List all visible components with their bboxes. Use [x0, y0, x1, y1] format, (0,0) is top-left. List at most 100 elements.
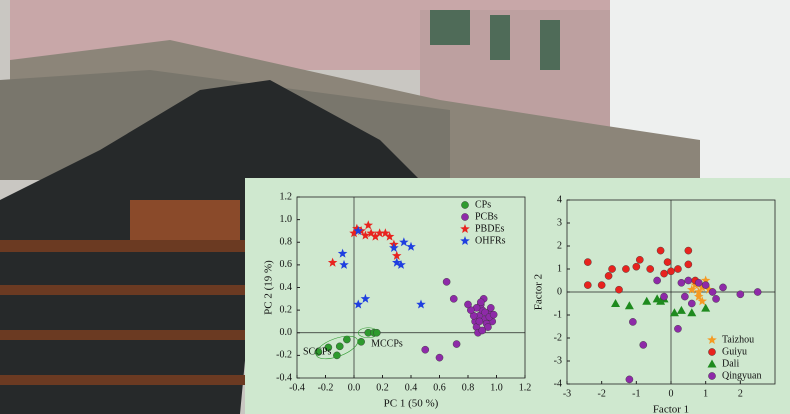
y-tick-label: 0.4	[280, 282, 293, 293]
point	[685, 277, 692, 284]
legend-label: Guiyu	[722, 346, 747, 357]
legend-label: PCBs	[475, 211, 498, 222]
x-tick-label: 0.8	[462, 382, 475, 393]
x-axis-label: Factor 1	[653, 404, 689, 414]
y-tick-label: 4	[557, 194, 562, 205]
point	[358, 338, 365, 345]
point	[598, 282, 605, 289]
point	[657, 247, 664, 254]
legend-label: OHFRs	[475, 235, 506, 246]
point	[640, 341, 647, 348]
point	[695, 279, 702, 286]
y-tick-label: -1	[554, 309, 562, 320]
y-tick-label: -3	[554, 355, 562, 366]
x-tick-label: 0.4	[405, 382, 418, 393]
point	[667, 268, 674, 275]
point	[584, 259, 591, 266]
point	[629, 318, 636, 325]
point	[709, 288, 716, 295]
point	[681, 293, 688, 300]
x-tick-label: 0	[669, 388, 674, 399]
annotation: SCCPs	[303, 346, 331, 357]
point	[479, 327, 486, 334]
x-tick-label: -2	[597, 388, 605, 399]
point	[674, 325, 681, 332]
y-tick-label: 0.0	[280, 327, 293, 338]
legend-label: Taizhou	[722, 334, 754, 345]
point	[719, 284, 726, 291]
x-tick-label: 0.6	[433, 382, 446, 393]
legend-marker	[461, 213, 468, 220]
point	[453, 340, 460, 347]
point	[450, 295, 457, 302]
figure: -0.4 -0.2 0.0 0.2 0.4 0.6 0.8 1.0 1.2 -0.4 -0.2 0.0…	[0, 0, 790, 414]
y-tick-label: 0.8	[280, 237, 293, 248]
point	[584, 282, 591, 289]
point	[422, 346, 429, 353]
chart-panel	[245, 178, 790, 414]
point	[685, 247, 692, 254]
y-tick-label: 1.2	[280, 191, 293, 202]
point	[636, 256, 643, 263]
x-tick-label: -0.4	[289, 382, 305, 393]
y-tick-label: 0.6	[280, 259, 293, 270]
x-tick-label: 0.0	[348, 382, 361, 393]
x-axis-label: PC 1 (50 %)	[384, 398, 439, 410]
y-tick-label: 1	[557, 263, 562, 274]
y-tick-label: -2	[554, 332, 562, 343]
y-tick-label: 0	[557, 286, 562, 297]
y-axis-label: Factor 2	[533, 274, 545, 310]
y-tick-label: 3	[557, 217, 562, 228]
x-tick-label: 1.2	[519, 382, 532, 393]
point	[622, 265, 629, 272]
point	[674, 265, 681, 272]
point	[477, 299, 484, 306]
point	[685, 261, 692, 268]
legend-marker	[461, 201, 468, 208]
legend-label: Dali	[722, 358, 739, 369]
x-tick-label: -3	[563, 388, 571, 399]
point	[737, 291, 744, 298]
y-tick-label: 2	[557, 240, 562, 251]
point	[443, 278, 450, 285]
y-tick-label: 1.0	[280, 214, 293, 225]
x-tick-label: 1.0	[490, 382, 503, 393]
point	[647, 265, 654, 272]
point	[664, 259, 671, 266]
point	[712, 295, 719, 302]
legend-label: Qingyuan	[722, 370, 761, 381]
legend-label: PBDEs	[475, 223, 505, 234]
point	[336, 343, 343, 350]
point	[702, 282, 709, 289]
y-tick-label: -0.4	[276, 372, 292, 383]
x-tick-label: 2	[738, 388, 743, 399]
point	[608, 265, 615, 272]
point	[464, 301, 471, 308]
y-tick-label: 0.2	[280, 304, 293, 315]
point	[436, 354, 443, 361]
point	[490, 311, 497, 318]
point	[615, 286, 622, 293]
x-tick-label: -0.2	[318, 382, 334, 393]
point	[754, 288, 761, 295]
y-tick-label: -0.2	[276, 350, 292, 361]
point	[605, 272, 612, 279]
legend-marker	[708, 348, 715, 355]
legend-marker	[708, 372, 715, 379]
point	[688, 300, 695, 307]
point	[660, 270, 667, 277]
point	[660, 293, 667, 300]
point	[678, 279, 685, 286]
y-tick-label: -4	[554, 378, 562, 389]
x-tick-label: 1	[703, 388, 708, 399]
x-tick-label: 0.2	[376, 382, 389, 393]
point	[476, 318, 483, 325]
x-tick-label: -1	[632, 388, 640, 399]
point	[626, 376, 633, 383]
annotation: MCCPs	[371, 338, 403, 349]
legend-label: CPs	[475, 199, 491, 210]
y-axis-label: PC 2 (19 %)	[263, 260, 275, 315]
point	[654, 277, 661, 284]
point	[633, 263, 640, 270]
point	[343, 336, 350, 343]
